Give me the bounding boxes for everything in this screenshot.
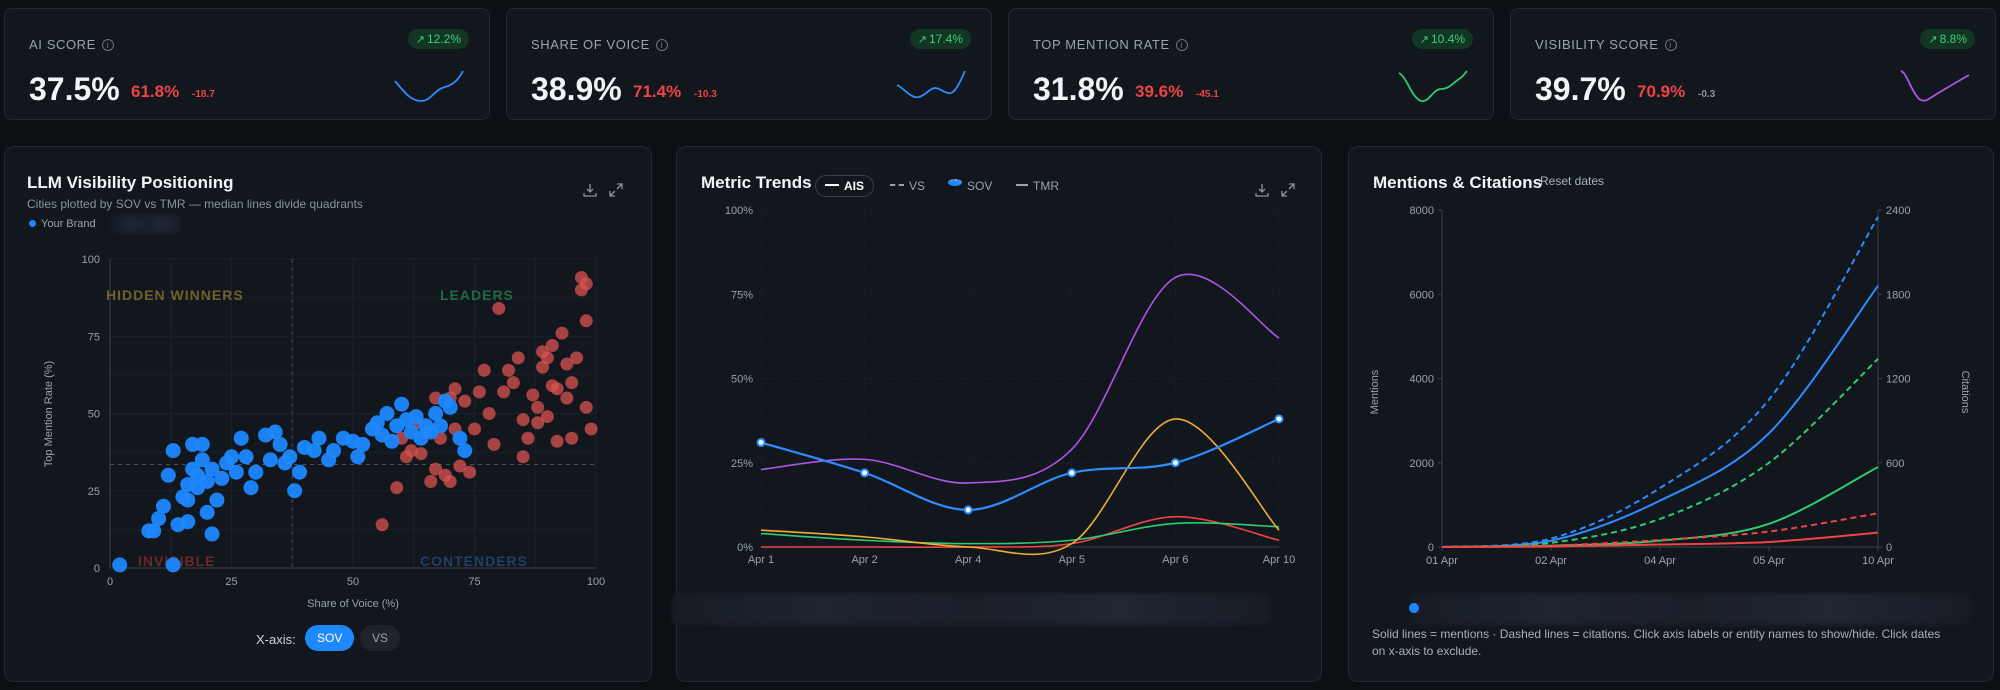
kpi-title: VISIBILITY SCORE i [1535, 37, 1677, 52]
sparkline [1398, 70, 1468, 102]
trend-badge: ↗ 17.4% [909, 29, 971, 49]
line-swatch [825, 184, 839, 186]
kpi-value: 37.5% [29, 71, 120, 107]
trend-up-icon: ↗ [1419, 34, 1429, 46]
kpi-value: 39.7% [1535, 71, 1626, 107]
line-swatch [1016, 184, 1028, 186]
reset-dates-link[interactable]: Reset dates [1540, 174, 1605, 188]
kpi-comparison: 39.6% [1135, 82, 1184, 101]
mentions-citations-panel: Mentions & Citations [1348, 146, 1994, 682]
series-pill-tmr[interactable]: TMR [1007, 175, 1068, 197]
kpi-comparison: 71.4% [633, 82, 682, 101]
info-icon[interactable]: i [655, 39, 668, 51]
kpi-delta: -0.3 [1698, 89, 1716, 100]
line-swatch [948, 179, 962, 186]
trend-badge: ↗ 8.8% [1920, 29, 1975, 49]
legend-dot[interactable] [1409, 603, 1419, 613]
panel-subtitle: Cities plotted by SOV vs TMR — median li… [27, 197, 363, 211]
kpi-title: TOP MENTION RATE i [1033, 37, 1188, 52]
info-icon[interactable]: i [101, 39, 114, 51]
x-axis-option-sov[interactable]: SOV [305, 625, 355, 651]
download-icon[interactable] [583, 183, 597, 197]
kpi-card-top-mention-rate[interactable]: TOP MENTION RATE i ↗ 10.4% 31.8% 39.6% -45… [1008, 8, 1494, 120]
kpi-card-visibility-score[interactable]: VISIBILITY SCORE i ↗ 8.8% 39.7% 70.9% -0.3 [1510, 8, 1996, 120]
panel-title: Metric Trends [701, 173, 812, 192]
sparkline [394, 70, 464, 102]
legend-your-brand[interactable]: Your Brand [29, 218, 96, 230]
kpi-card-ai-score[interactable]: AI SCORE i ↗ 12.2% 37.5% 61.8% -18.7 [4, 8, 490, 120]
metric-trends-panel: Metric Trends AIS VS SOV TMR [671, 146, 1322, 682]
panel-title: Mentions & Citations [1373, 173, 1543, 192]
trend-badge: ↗ 12.2% [407, 29, 469, 49]
kpi-comparison: 70.9% [1637, 82, 1686, 101]
blurred-entity-legend [671, 593, 1271, 625]
kpi-value: 38.9% [531, 71, 622, 107]
sparkline [896, 70, 966, 99]
trend-up-icon: ↗ [917, 34, 927, 46]
x-axis-option-vs[interactable]: VS [360, 625, 401, 651]
line-swatch [890, 184, 904, 186]
positioning-panel: LLM Visibility Positioning Cities plotte… [4, 146, 652, 682]
kpi-delta: -10.3 [694, 89, 717, 100]
kpi-card-share-of-voice[interactable]: SHARE OF VOICE i ↗ 17.4% 38.9% 71.4% -10.3 [506, 8, 992, 120]
expand-icon[interactable] [609, 183, 623, 197]
series-pill-vs[interactable]: VS [881, 175, 934, 197]
kpi-value: 31.8% [1033, 71, 1124, 107]
trend-up-icon: ↗ [1928, 34, 1938, 46]
kpi-comparison: 61.8% [131, 82, 180, 101]
download-icon[interactable] [1255, 183, 1269, 197]
expand-icon[interactable] [1281, 183, 1295, 197]
legend-dot [29, 220, 36, 227]
trend-badge: ↗ 10.4% [1411, 29, 1473, 49]
blurred-legend [111, 215, 181, 233]
info-icon[interactable]: i [1175, 39, 1188, 51]
chart-help-note: Solid lines = mentions · Dashed lines = … [1372, 627, 1941, 658]
sparkline [1900, 70, 1970, 102]
x-axis-toggle-label: X-axis: [256, 632, 296, 647]
trend-up-icon: ↗ [415, 34, 425, 46]
series-pill-sov[interactable]: SOV [939, 175, 1001, 197]
panel-title: LLM Visibility Positioning [27, 173, 234, 192]
info-icon[interactable]: i [1664, 39, 1677, 51]
series-pill-ais[interactable]: AIS [815, 175, 875, 197]
blurred-entity-legend [1411, 593, 1971, 625]
kpi-delta: -18.7 [192, 89, 215, 100]
kpi-title: AI SCORE i [29, 37, 114, 52]
kpi-title: SHARE OF VOICE i [531, 37, 668, 52]
kpi-delta: -45.1 [1196, 89, 1219, 100]
